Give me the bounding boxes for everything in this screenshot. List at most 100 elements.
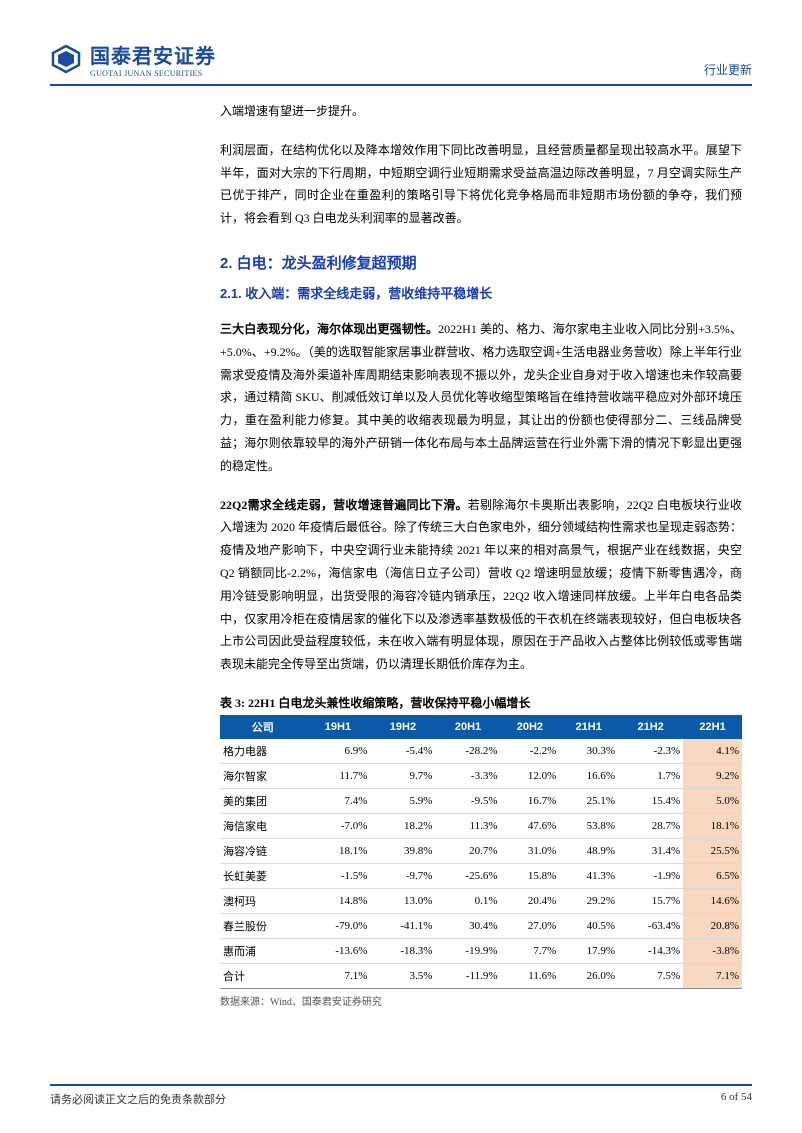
table-col-7: 22H1 xyxy=(683,715,742,739)
table-col-0: 公司 xyxy=(220,715,305,739)
total-value: 3.5% xyxy=(370,963,435,988)
row-value: 4.1% xyxy=(683,739,742,764)
row-value: 25.5% xyxy=(683,838,742,863)
table-source: 数据来源：Wind、国泰君安证券研究 xyxy=(220,993,742,1008)
row-value: -79.0% xyxy=(305,913,370,938)
page-header: 国泰君安证券 GUOTAI JUNAN SECURITIES 行业更新 xyxy=(50,40,752,86)
table-row: 澳柯玛14.8%13.0%0.1%20.4%29.2%15.7%14.6% xyxy=(220,888,742,913)
total-value: -11.9% xyxy=(435,963,500,988)
total-value: 7.1% xyxy=(683,963,742,988)
table-row: 格力电器6.9%-5.4%-28.2%-2.2%30.3%-2.3%4.1% xyxy=(220,739,742,764)
logo-cn: 国泰君安证券 xyxy=(90,40,216,69)
row-value: 0.1% xyxy=(435,888,500,913)
table-col-5: 21H1 xyxy=(559,715,618,739)
table-col-4: 20H2 xyxy=(501,715,560,739)
footer-page: 6 of 54 xyxy=(721,1091,752,1107)
row-value: 31.0% xyxy=(501,838,560,863)
row-value: 1.7% xyxy=(618,763,683,788)
row-value: 9.2% xyxy=(683,763,742,788)
row-label: 海容冷链 xyxy=(220,838,305,863)
header-category: 行业更新 xyxy=(704,61,752,78)
para3-rest: 若剔除海尔卡奥斯出表影响，22Q2 白电板块行业收入增速为 2020 年疫情后最… xyxy=(220,498,742,672)
row-value: 11.7% xyxy=(305,763,370,788)
logo-block: 国泰君安证券 GUOTAI JUNAN SECURITIES xyxy=(50,40,216,78)
row-value: 20.7% xyxy=(435,838,500,863)
row-value: 14.8% xyxy=(305,888,370,913)
table-row: 海信家电-7.0%18.2%11.3%47.6%53.8%28.7%18.1% xyxy=(220,813,742,838)
row-value: 53.8% xyxy=(559,813,618,838)
section-2-heading: 2. 白电：龙头盈利修复超预期 xyxy=(220,252,742,273)
logo-en: GUOTAI JUNAN SECURITIES xyxy=(90,69,216,78)
table-row: 长虹美菱-1.5%-9.7%-25.6%15.8%41.3%-1.9%6.5% xyxy=(220,863,742,888)
row-value: -9.5% xyxy=(435,788,500,813)
row-label: 春兰股份 xyxy=(220,913,305,938)
row-value: 5.0% xyxy=(683,788,742,813)
total-label: 合计 xyxy=(220,963,305,988)
table-row: 春兰股份-79.0%-41.1%30.4%27.0%40.5%-63.4%20.… xyxy=(220,913,742,938)
intro-tail: 入端增速有望进一步提升。 xyxy=(220,100,742,123)
row-value: 18.2% xyxy=(370,813,435,838)
page-footer: 请务必阅读正文之后的免责条款部分 6 of 54 xyxy=(50,1084,752,1107)
row-value: -25.6% xyxy=(435,863,500,888)
row-label: 惠而浦 xyxy=(220,938,305,963)
row-value: 47.6% xyxy=(501,813,560,838)
row-value: 13.0% xyxy=(370,888,435,913)
footer-disclaimer: 请务必阅读正文之后的免责条款部分 xyxy=(50,1091,226,1107)
total-value: 7.5% xyxy=(618,963,683,988)
row-value: -1.9% xyxy=(618,863,683,888)
paragraph-2: 三大白表现分化，海尔体现出更强韧性。2022H1 美的、格力、海尔家电主业收入同… xyxy=(220,318,742,478)
table-row: 惠而浦-13.6%-18.3%-19.9%7.7%17.9%-14.3%-3.8… xyxy=(220,938,742,963)
table-row: 海容冷链18.1%39.8%20.7%31.0%48.9%31.4%25.5% xyxy=(220,838,742,863)
row-value: -3.3% xyxy=(435,763,500,788)
para2-lead: 三大白表现分化，海尔体现出更强韧性。 xyxy=(220,322,438,336)
paragraph-profit: 利润层面，在结构优化以及降本增效作用下同比改善明显，且经营质量都呈现出较高水平。… xyxy=(220,139,742,230)
row-value: 27.0% xyxy=(501,913,560,938)
table-row: 海尔智家11.7%9.7%-3.3%12.0%16.6%1.7%9.2% xyxy=(220,763,742,788)
row-value: -9.7% xyxy=(370,863,435,888)
table-body: 格力电器6.9%-5.4%-28.2%-2.2%30.3%-2.3%4.1%海尔… xyxy=(220,739,742,989)
row-value: 31.4% xyxy=(618,838,683,863)
row-value: 18.1% xyxy=(305,838,370,863)
row-value: 15.4% xyxy=(618,788,683,813)
row-value: 16.7% xyxy=(501,788,560,813)
row-value: -2.2% xyxy=(501,739,560,764)
row-value: 15.7% xyxy=(618,888,683,913)
row-label: 美的集团 xyxy=(220,788,305,813)
table-caption: 表 3: 22H1 白电龙头兼性收缩策略，营收保持平稳小幅增长 xyxy=(220,694,742,711)
row-value: 17.9% xyxy=(559,938,618,963)
table-col-1: 19H1 xyxy=(305,715,370,739)
table-row: 美的集团7.4%5.9%-9.5%16.7%25.1%15.4%5.0% xyxy=(220,788,742,813)
row-label: 格力电器 xyxy=(220,739,305,764)
row-label: 海信家电 xyxy=(220,813,305,838)
row-value: 6.9% xyxy=(305,739,370,764)
table-header-row: 公司19H119H220H120H221H121H222H1 xyxy=(220,715,742,739)
row-value: 39.8% xyxy=(370,838,435,863)
row-value: -2.3% xyxy=(618,739,683,764)
row-value: 25.1% xyxy=(559,788,618,813)
row-value: 30.3% xyxy=(559,739,618,764)
row-label: 海尔智家 xyxy=(220,763,305,788)
row-value: 40.5% xyxy=(559,913,618,938)
row-value: 41.3% xyxy=(559,863,618,888)
row-value: -18.3% xyxy=(370,938,435,963)
table-col-3: 20H1 xyxy=(435,715,500,739)
para3-lead: 22Q2需求全线走弱，营收增速普遍同比下滑。 xyxy=(220,498,468,512)
logo-text: 国泰君安证券 GUOTAI JUNAN SECURITIES xyxy=(90,40,216,78)
para2-rest: 2022H1 美的、格力、海尔家电主业收入同比分别+3.5%、+5.0%、+9.… xyxy=(220,322,742,473)
section-2-1-heading: 2.1. 收入端：需求全线走弱，营收维持平稳增长 xyxy=(220,283,742,302)
row-value: -14.3% xyxy=(618,938,683,963)
row-value: 14.6% xyxy=(683,888,742,913)
row-value: 48.9% xyxy=(559,838,618,863)
row-value: -1.5% xyxy=(305,863,370,888)
table-col-2: 19H2 xyxy=(370,715,435,739)
row-value: 16.6% xyxy=(559,763,618,788)
row-value: 9.7% xyxy=(370,763,435,788)
row-label: 长虹美菱 xyxy=(220,863,305,888)
row-value: 5.9% xyxy=(370,788,435,813)
table-col-6: 21H2 xyxy=(618,715,683,739)
total-value: 26.0% xyxy=(559,963,618,988)
row-value: -5.4% xyxy=(370,739,435,764)
row-value: -13.6% xyxy=(305,938,370,963)
total-value: 7.1% xyxy=(305,963,370,988)
row-value: -19.9% xyxy=(435,938,500,963)
